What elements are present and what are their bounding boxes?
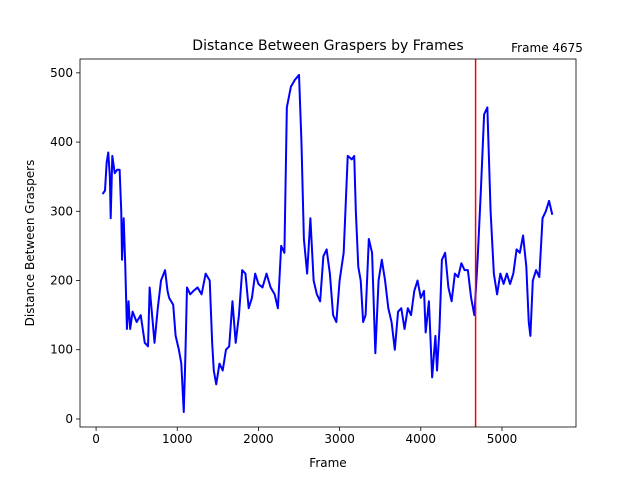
x-tick-label: 4000 bbox=[406, 432, 437, 446]
y-tick-label: 100 bbox=[50, 343, 73, 357]
x-tick-label: 3000 bbox=[324, 432, 355, 446]
x-tick-label: 1000 bbox=[162, 432, 193, 446]
x-axis-label: Frame bbox=[309, 456, 346, 470]
chart-title: Distance Between Graspers by Frames bbox=[192, 38, 463, 54]
y-tick-label: 300 bbox=[50, 204, 73, 218]
x-tick-label: 5000 bbox=[487, 432, 518, 446]
x-tick-label: 2000 bbox=[243, 432, 274, 446]
plot-frame bbox=[79, 58, 577, 428]
y-tick-label: 0 bbox=[65, 412, 73, 426]
y-tick-label: 400 bbox=[50, 135, 73, 149]
y-tick-label: 200 bbox=[50, 274, 73, 288]
data-line bbox=[101, 73, 554, 414]
y-tick-label: 500 bbox=[50, 66, 73, 80]
x-tick-label: 0 bbox=[92, 432, 100, 446]
annotation: Frame 4675 bbox=[511, 41, 583, 55]
y-axis-label: Distance Between Graspers bbox=[23, 160, 37, 327]
